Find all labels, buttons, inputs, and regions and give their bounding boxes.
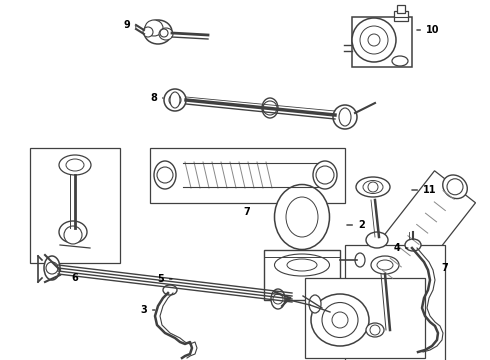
Bar xyxy=(345,245,445,360)
Circle shape xyxy=(157,167,173,183)
Ellipse shape xyxy=(163,285,177,295)
Ellipse shape xyxy=(262,98,278,118)
Text: 11: 11 xyxy=(412,185,437,195)
Circle shape xyxy=(360,26,388,54)
Circle shape xyxy=(367,281,383,297)
Ellipse shape xyxy=(339,108,351,126)
Ellipse shape xyxy=(322,302,358,338)
Ellipse shape xyxy=(313,161,337,189)
Ellipse shape xyxy=(44,256,60,280)
Ellipse shape xyxy=(332,312,348,328)
Ellipse shape xyxy=(274,184,329,249)
Ellipse shape xyxy=(59,221,87,243)
Circle shape xyxy=(263,101,277,115)
Ellipse shape xyxy=(271,289,285,309)
Bar xyxy=(305,278,425,358)
Ellipse shape xyxy=(66,159,84,171)
Circle shape xyxy=(380,330,396,346)
Circle shape xyxy=(169,94,181,106)
Ellipse shape xyxy=(286,197,318,237)
Bar xyxy=(394,11,408,21)
Ellipse shape xyxy=(170,92,180,108)
Ellipse shape xyxy=(375,324,401,344)
Circle shape xyxy=(46,262,58,274)
Ellipse shape xyxy=(311,294,369,346)
Text: 9: 9 xyxy=(123,20,136,30)
Circle shape xyxy=(160,29,168,37)
Circle shape xyxy=(64,226,82,244)
Ellipse shape xyxy=(363,180,383,194)
Circle shape xyxy=(447,179,463,195)
Ellipse shape xyxy=(287,259,317,271)
Ellipse shape xyxy=(356,177,390,197)
Ellipse shape xyxy=(371,256,399,274)
Circle shape xyxy=(368,182,378,192)
Ellipse shape xyxy=(405,239,421,251)
Circle shape xyxy=(143,27,153,37)
Ellipse shape xyxy=(274,254,329,276)
Ellipse shape xyxy=(366,232,388,248)
Bar xyxy=(30,148,120,263)
Text: 4: 4 xyxy=(393,243,408,253)
Ellipse shape xyxy=(377,260,393,270)
Ellipse shape xyxy=(154,161,176,189)
Text: 8: 8 xyxy=(150,93,163,103)
Text: 2: 2 xyxy=(347,220,365,230)
Ellipse shape xyxy=(392,56,408,66)
Ellipse shape xyxy=(355,253,365,267)
Ellipse shape xyxy=(145,20,163,36)
Circle shape xyxy=(368,34,380,46)
Circle shape xyxy=(316,166,334,184)
Text: 7: 7 xyxy=(244,207,250,217)
Ellipse shape xyxy=(363,278,387,301)
Circle shape xyxy=(273,294,283,304)
Bar xyxy=(264,250,340,300)
Bar xyxy=(352,17,412,67)
Bar xyxy=(150,148,345,203)
Ellipse shape xyxy=(309,295,321,313)
Bar xyxy=(397,5,405,13)
Text: 7: 7 xyxy=(441,263,448,273)
Polygon shape xyxy=(354,171,475,305)
Ellipse shape xyxy=(443,175,467,199)
Ellipse shape xyxy=(366,323,384,337)
Circle shape xyxy=(333,105,357,129)
Circle shape xyxy=(370,325,380,335)
Ellipse shape xyxy=(144,20,172,44)
Text: 3: 3 xyxy=(140,305,155,315)
Text: 10: 10 xyxy=(417,25,440,35)
Text: 5: 5 xyxy=(157,274,172,284)
Ellipse shape xyxy=(159,28,173,40)
Ellipse shape xyxy=(59,155,91,175)
Text: 6: 6 xyxy=(72,273,78,283)
Circle shape xyxy=(164,89,186,111)
Circle shape xyxy=(352,18,396,62)
